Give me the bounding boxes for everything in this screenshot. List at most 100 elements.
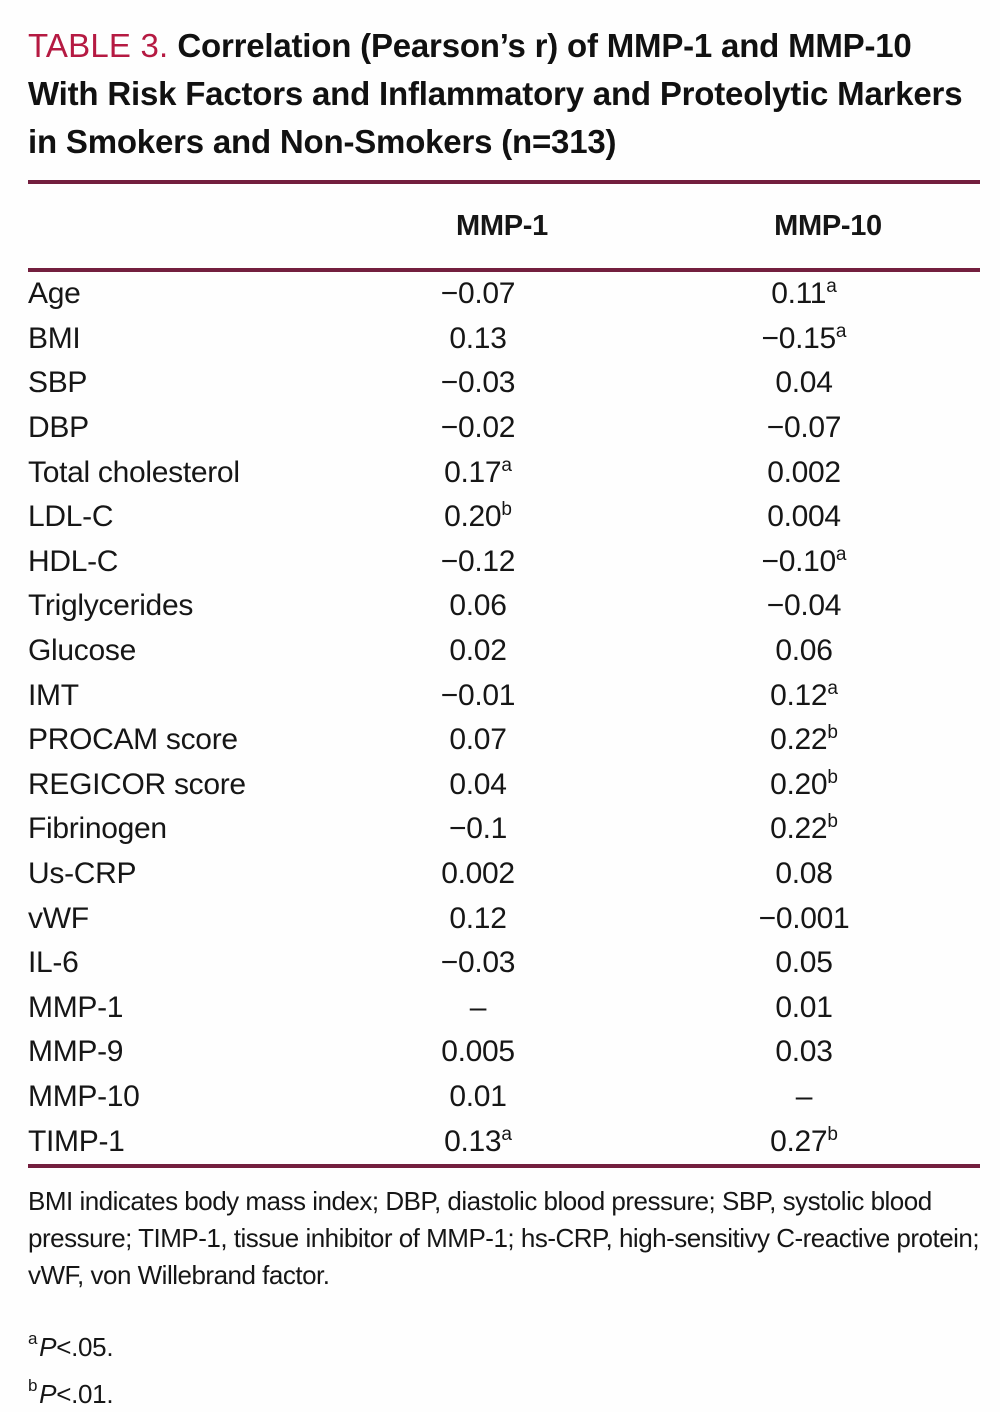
mmp10-value: 0.08 [775,857,833,891]
column-header-mmp1: MMP-1 [456,209,548,242]
mmp1-value: 0.01 [449,1079,507,1113]
mmp10-value: 0.22 [770,723,828,757]
mmp10-value-cell: 0.22b [628,812,980,846]
mmp1-value: 0.12 [449,901,507,935]
mmp1-value: −0.07 [440,277,516,311]
significance-footnote-b: bP<.01. [28,1367,980,1412]
mmp10-value: 0.04 [775,366,833,400]
mmp1-value-cell: 0.17a [328,456,628,490]
mmp1-value: −0.03 [440,366,516,400]
mmp10-value-cell: 0.22b [628,723,980,757]
mmp1-value: −0.1 [448,812,508,846]
row-label: LDL-C [28,500,114,534]
mmp10-value-cell: 0.05 [628,946,980,980]
mmp1-value-cell: 0.07 [328,723,628,757]
significance-marker: a [826,276,837,298]
row-label: HDL-C [28,544,119,578]
significance-marker: b [827,811,838,833]
mmp1-value: −0.01 [440,678,516,712]
mmp1-value: 0.02 [449,634,507,668]
table-row: HDL-C −0.12 −0.10a [28,540,980,585]
row-label: SBP [28,366,88,400]
column-header-mmp10: MMP-10 [774,209,882,242]
mmp1-value-cell: 0.005 [328,1035,628,1069]
significance-marker: b [827,766,838,788]
table-row: LDL-C 0.20b 0.004 [28,495,980,540]
mmp10-value: −0.001 [758,901,850,935]
mmp1-value-cell: 0.06 [328,589,628,623]
mmp1-value-cell: −0.12 [328,545,628,579]
table-row: Fibrinogen −0.1 0.22b [28,807,980,852]
significance-marker: b [827,1123,838,1145]
mmp1-value: 0.04 [449,767,507,801]
mmp10-value: 0.27 [770,1124,828,1158]
row-label: vWF [28,901,89,935]
table-row: Total cholesterol 0.17a 0.002 [28,450,980,495]
significance-footnote-a: aP<.05. [28,1320,980,1366]
mmp1-value-cell: 0.12 [328,902,628,936]
table-row: REGICOR score 0.04 0.20b [28,763,980,808]
row-label: PROCAM score [28,723,238,757]
mmp10-value: −0.10 [761,544,837,578]
mmp1-value-cell: – [328,991,628,1025]
mmp10-value-cell: 0.03 [628,1035,980,1069]
significance-marker: a [501,454,512,476]
row-label: MMP-9 [28,1035,124,1069]
mmp1-value: 0.13 [449,321,507,355]
row-label: Triglycerides [28,589,194,623]
mmp1-value-cell: 0.20b [328,500,628,534]
table-title-text: Correlation (Pearson’s r) of MMP-1 and M… [28,27,963,160]
mmp10-value: 0.11 [771,277,827,311]
mmp10-value: 0.06 [775,634,833,668]
table-row: PROCAM score 0.07 0.22b [28,718,980,763]
abbreviations-footnote: BMI indicates body mass index; DBP, dias… [28,1185,980,1290]
p-value-symbol: P [39,1331,57,1362]
mmp10-value-cell: 0.04 [628,366,980,400]
mmp1-value: 0.20 [444,500,502,534]
mmp10-value: −0.07 [766,411,842,445]
table-row: Triglycerides 0.06 −0.04 [28,584,980,629]
table-title: TABLE 3. Correlation (Pearson’s r) of MM… [28,22,966,166]
mmp10-value: – [795,1079,813,1113]
mmp10-value: 0.01 [775,990,833,1024]
mmp1-value-cell: −0.02 [328,411,628,445]
table-row: SBP −0.03 0.04 [28,361,980,406]
mmp10-value: 0.22 [770,812,828,846]
mmp10-value: 0.12 [770,678,828,712]
mmp1-value-cell: 0.13 [328,322,628,356]
significance-marker: a [835,320,847,342]
mmp10-value: 0.20 [770,767,828,801]
mmp1-value: 0.07 [449,723,507,757]
mmp10-value: 0.05 [775,946,833,980]
mmp1-value-cell: −0.1 [328,812,628,846]
significance-marker: b [501,499,512,521]
mmp10-value-cell: 0.004 [628,500,980,534]
table-row: MMP-9 0.005 0.03 [28,1030,980,1075]
row-label: Glucose [28,634,136,668]
mmp1-value: 0.06 [449,589,507,623]
mmp1-value-cell: −0.07 [328,277,628,311]
mmp1-value-cell: 0.02 [328,634,628,668]
row-label: IL-6 [28,946,79,980]
mmp10-value-cell: −0.001 [628,902,980,936]
mmp1-value-cell: 0.04 [328,768,628,802]
mmp10-value-cell: −0.07 [628,411,980,445]
mmp10-value-cell: – [628,1080,980,1114]
table-header-row: MMP-1 MMP-10 [28,184,980,268]
mmp10-value: −0.15 [761,321,837,355]
mmp10-value: 0.002 [767,455,841,489]
mmp10-value-cell: 0.11a [628,277,980,311]
mmp10-value-cell: 0.12a [628,679,980,713]
mmp10-value: 0.004 [767,500,841,534]
row-label: MMP-10 [28,1079,140,1113]
table-row: IMT −0.01 0.12a [28,673,980,718]
table-row: vWF 0.12 −0.001 [28,896,980,941]
mmp10-value-cell: 0.06 [628,634,980,668]
row-label: IMT [28,678,79,712]
table-row: TIMP-1 0.13a 0.27b [28,1119,980,1164]
p-value-symbol: P [39,1378,57,1409]
mmp10-value-cell: 0.01 [628,991,980,1025]
table-row: MMP-1 – 0.01 [28,986,980,1031]
mmp1-value: −0.02 [440,411,516,445]
